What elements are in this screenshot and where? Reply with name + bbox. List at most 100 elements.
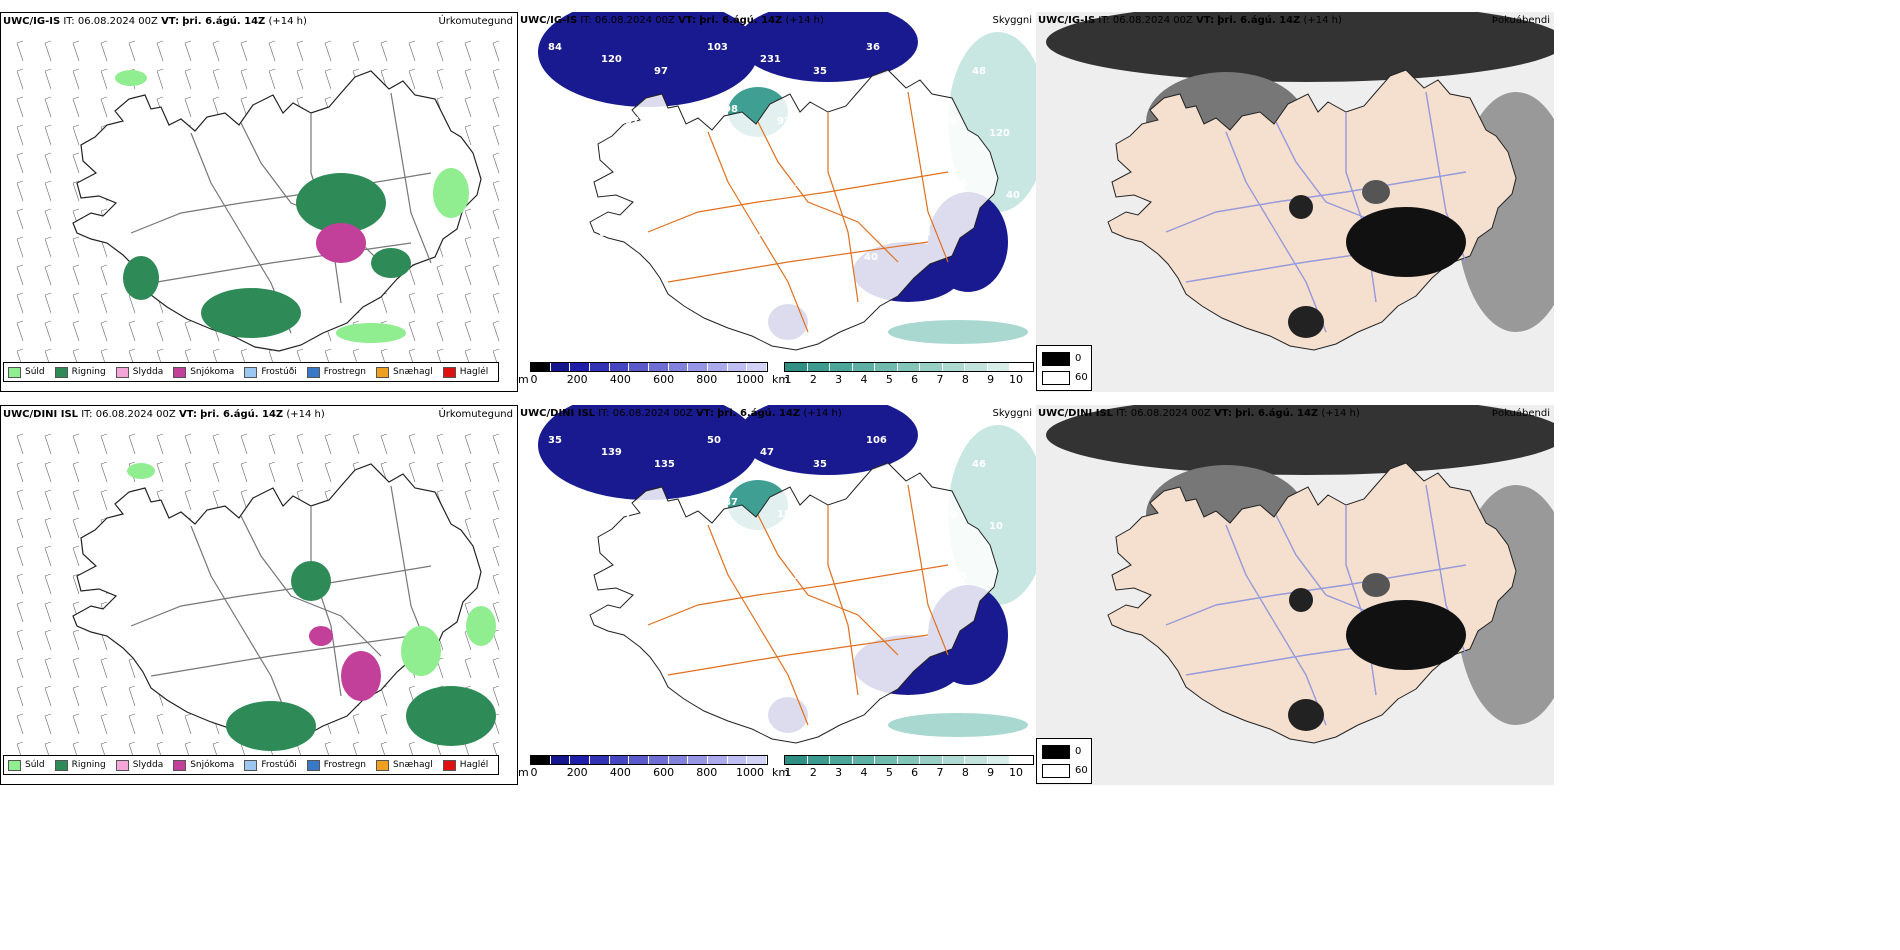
panel-title: UWC/DINI ISL IT: 06.08.2024 00Z VT: þri.… [1038,408,1360,419]
road-line [390,92,432,264]
road-line [907,91,949,263]
wind-barb [16,517,24,539]
iceland-coastline [589,462,999,744]
cloud-base-label: 58 [688,583,702,594]
wind-barb [16,629,24,651]
valid-label: VT: [178,409,197,420]
wind-barb [492,685,500,707]
snow-area [316,223,366,263]
colorbar-tick: 600 [653,766,675,779]
model-name: UWC/DINI ISL [520,408,596,419]
visibility-colorbar: km 1 2 3 4 5 6 7 8 9 10 [772,755,1034,781]
fog-area [1362,573,1390,597]
valid-label: VT: [161,16,180,27]
wind-barb [16,545,24,567]
legend-swatch-light [1042,371,1070,385]
colorbar-unit: m [518,373,529,386]
wind-barb [464,320,472,342]
legend-label: Snæhagl [393,367,433,377]
colorbar-tick: 8 [961,766,969,779]
wind-barb [100,713,108,735]
wind-barb [156,433,164,455]
legend-label: Frostregn [323,760,367,770]
precip-type-panel: UWC/DINI ISL IT: 06.08.2024 00Z VT: þri.… [0,405,518,785]
wind-barb [44,68,52,90]
wind-barb [380,40,388,62]
colorbar-tick: 0 [530,766,538,779]
wind-barb [324,68,332,90]
wind-barb [268,40,276,62]
legend-swatch [54,759,68,771]
wind-barb [100,292,108,314]
colorbar-tick: 1 [784,766,792,779]
wind-barb [408,320,416,342]
wind-barb [492,96,500,118]
legend-label: Rigning [71,367,106,377]
colorbar-tick: 6 [911,373,919,386]
cloud-base-label: 49 [830,128,844,139]
colorbar-swatches [784,362,1034,372]
wind-barb [380,433,388,455]
cloud-base-label: 200 [936,509,957,520]
wind-barb [212,40,220,62]
map-canvas [1036,12,1554,392]
legend-label: Frostúði [261,760,297,770]
valid-time: þri. 6.ágú. 14Z [1217,15,1301,26]
wind-barb [100,489,108,511]
wind-barb [156,68,164,90]
wind-barb [100,68,108,90]
wind-barb [184,68,192,90]
wind-barb [44,545,52,567]
cloud-base-label: 122 [671,128,692,139]
fog-area [1288,699,1324,731]
road-line [757,514,899,656]
cloud-base-label: 133 [883,497,904,508]
cloud-base-label: 93 [777,116,791,127]
cloud-base-label: 87 [724,497,738,508]
field-name: Þokuábendi [1491,15,1550,26]
drizzle-area [466,606,496,646]
wind-barb [296,433,304,455]
wind-barb [464,208,472,230]
legend-swatch-dark [1042,745,1070,759]
wind-barb [44,489,52,511]
wind-barb [128,713,136,735]
valid-time: þri. 6.ágú. 14Z [699,15,783,26]
wind-barb [268,433,276,455]
legend-label: 60 [1075,372,1088,383]
wind-barb [72,96,80,118]
cloud-base-label: 135 [654,459,675,470]
wind-barb [72,433,80,455]
colorbar-tick: 10 [1009,373,1023,386]
legend-label: Snæhagl [393,760,433,770]
road-line [1225,524,1327,726]
iceland-coastline [589,69,999,351]
low-cloud-area [538,12,758,107]
cloud-base-label: 84 [548,42,562,53]
legend-item: Súld [8,759,45,771]
wind-barb [72,320,80,342]
wind-barb [464,68,472,90]
colorbar-tick: 2 [809,373,817,386]
wind-barb [184,461,192,483]
wind-barb [492,657,500,679]
wind-barb [44,685,52,707]
legend-label: 0 [1075,353,1082,364]
wind-barb [16,124,24,146]
wind-barb [464,657,472,679]
valid-time: þri. 6.ágú. 14Z [717,408,801,419]
wind-barb [268,68,276,90]
legend-label: Frostregn [323,367,367,377]
wind-barb [16,573,24,595]
wind-barb [72,152,80,174]
wind-barb [436,264,444,286]
wind-barb [44,152,52,174]
cloud-base-label: 32 [794,571,808,582]
legend-label: Haglél [459,760,489,770]
colorbar-tick: 9 [987,373,995,386]
wind-barb [240,433,248,455]
rain-area [123,256,159,300]
fog-area [1046,12,1554,82]
colorbar-tick: 3 [835,766,843,779]
wind-barb [408,40,416,62]
